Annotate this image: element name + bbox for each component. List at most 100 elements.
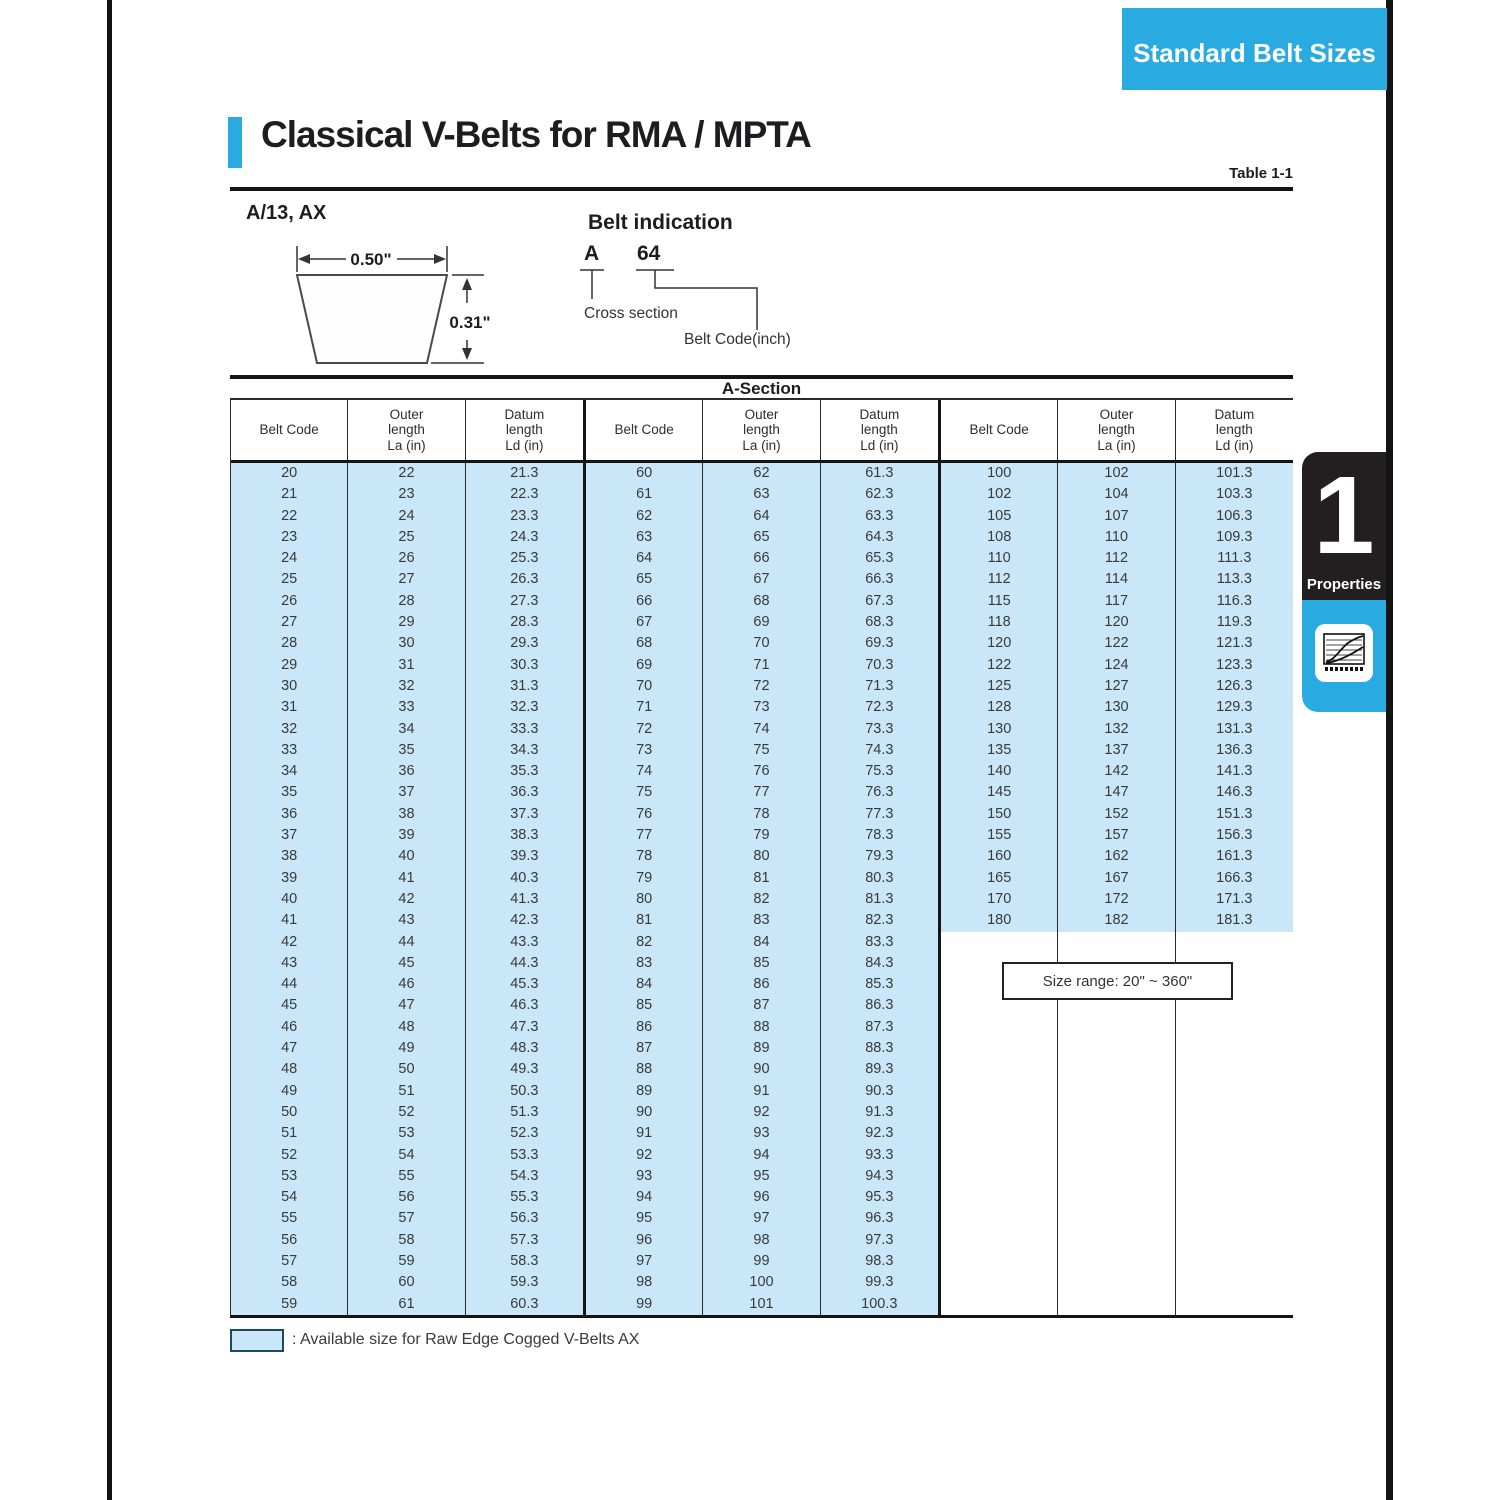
corner-tab: Standard Belt Sizes	[1122, 8, 1387, 90]
table-row: 108 110 109.3	[941, 526, 1293, 549]
table-cell: 74.3	[820, 739, 938, 762]
table-cell: 79	[586, 867, 704, 889]
table-cell: 56	[348, 1187, 466, 1209]
table-row: 145 147 146.3	[941, 782, 1293, 804]
table-cell: 60.3	[465, 1293, 583, 1315]
table-cell: 44.3	[465, 952, 583, 975]
table-cell: 46.3	[465, 995, 583, 1017]
table-cell: 42	[231, 931, 349, 953]
table-cell: 53	[231, 1165, 349, 1188]
table-body: 100 102 101.3 102 104 103.3 105 107 106.3 108 110 1…	[941, 463, 1293, 1315]
table-cell: 89	[703, 1038, 821, 1060]
table-cell: 37.3	[465, 803, 583, 826]
table-cell: 95	[586, 1208, 704, 1230]
table-reference: Table 1-1	[1229, 165, 1293, 182]
table-cell: 61.3	[820, 463, 938, 485]
table-row: 34 36 35.3	[231, 761, 583, 783]
table-row: 30 32 31.3	[231, 675, 583, 698]
table-cell: 26	[231, 590, 349, 613]
table-cell: 45	[348, 952, 466, 975]
table-body: 20 22 21.3 21 23 22.3 22 24 23.3 23 25 24.3 24 26 25.3…	[231, 463, 583, 1315]
table-cell: 130	[1058, 697, 1176, 719]
table-cell: 131.3	[1175, 718, 1293, 740]
table-cell: 98	[586, 1272, 704, 1294]
table-cell: 151.3	[1175, 803, 1293, 826]
table-cell: 85	[586, 995, 704, 1017]
table-cell: 83.3	[820, 931, 938, 953]
table-row: 27 29 28.3	[231, 612, 583, 634]
table-cell: 94.3	[820, 1165, 938, 1188]
table-cell: 132	[1058, 718, 1176, 740]
table-cell: 98.3	[820, 1250, 938, 1273]
table-cell: 72.3	[820, 697, 938, 719]
table-cell: 140	[941, 761, 1059, 783]
table-cell: 63	[586, 526, 704, 549]
table-row: 55 57 56.3	[231, 1208, 583, 1230]
table-cell: 55	[231, 1208, 349, 1230]
table-cell: 129.3	[1175, 697, 1293, 719]
table-cell: 30	[348, 633, 466, 655]
table-cell: 79.3	[820, 846, 938, 868]
table-row: 25 27 26.3	[231, 569, 583, 591]
table-cell: 40	[348, 846, 466, 868]
table-cell: 33.3	[465, 718, 583, 740]
table-cell: 112	[1058, 548, 1176, 570]
table-cell: 34	[231, 761, 349, 783]
table-row: 66 68 67.3	[586, 590, 938, 613]
table-row: 96 98 97.3	[586, 1229, 938, 1251]
table-cell: 150	[941, 803, 1059, 826]
table-cell: 37	[231, 825, 349, 847]
table-cell: 115	[941, 590, 1059, 613]
table-cell: 127	[1058, 675, 1176, 698]
table-row: 38 40 39.3	[231, 846, 583, 868]
belt-indication-heading: Belt indication	[588, 211, 733, 234]
table-row: 70 72 71.3	[586, 675, 938, 698]
table-row: 105 107 106.3	[941, 505, 1293, 527]
table-cell: 60	[586, 463, 704, 485]
table-row: 56 58 57.3	[231, 1229, 583, 1251]
table-cell: 69	[586, 654, 704, 676]
table-cell: 96.3	[820, 1208, 938, 1230]
table-cell: 31	[348, 654, 466, 676]
table-cell: 97	[703, 1208, 821, 1230]
table-cell: 100	[703, 1272, 821, 1294]
table-cell: 101.3	[1175, 463, 1293, 485]
table-cell: 180	[941, 910, 1059, 932]
table-group: Belt Code Outer length La (in) Datum length Ld…	[583, 400, 938, 1315]
table-cell: 99	[703, 1250, 821, 1273]
table-cell: 155	[941, 825, 1059, 847]
table-cell: 157	[1058, 825, 1176, 847]
page-title: Classical V-Belts for RMA / MPTA	[261, 114, 812, 155]
table-cell: 75.3	[820, 761, 938, 783]
table-cell: 50	[348, 1059, 466, 1081]
table-cell: 29	[348, 612, 466, 634]
table-row: 46 48 47.3	[231, 1016, 583, 1039]
table-row: 80 82 81.3	[586, 888, 938, 911]
table-cell: 21	[231, 484, 349, 506]
table-cell: 120	[941, 633, 1059, 655]
table-cell: 56	[231, 1229, 349, 1251]
table-cell: 119.3	[1175, 612, 1293, 634]
table-row: 59 61 60.3	[231, 1293, 583, 1315]
table-cell: 48.3	[465, 1038, 583, 1060]
table-cell: 42.3	[465, 910, 583, 932]
table-cell: 93.3	[820, 1144, 938, 1166]
table-cell: 56.3	[465, 1208, 583, 1230]
table-cell: 73	[703, 697, 821, 719]
table-cell: 66.3	[820, 569, 938, 591]
table-cell: 65	[703, 526, 821, 549]
table-cell: 86.3	[820, 995, 938, 1017]
table-cell: 66	[586, 590, 704, 613]
table-cell: 76	[703, 761, 821, 783]
table-cell: 25	[348, 526, 466, 549]
table-cell: 135	[941, 739, 1059, 762]
table-row: 60 62 61.3	[586, 463, 938, 485]
chapter-label: Properties	[1306, 576, 1382, 593]
table-row: 35 37 36.3	[231, 782, 583, 804]
table-row: 75 77 76.3	[586, 782, 938, 804]
column-header: Datum length Ld (in)	[504, 406, 545, 453]
table-cell: 74	[703, 718, 821, 740]
table-row: 48 50 49.3	[231, 1059, 583, 1081]
table-cell: 105	[941, 505, 1059, 527]
table-cell: 54.3	[465, 1165, 583, 1188]
